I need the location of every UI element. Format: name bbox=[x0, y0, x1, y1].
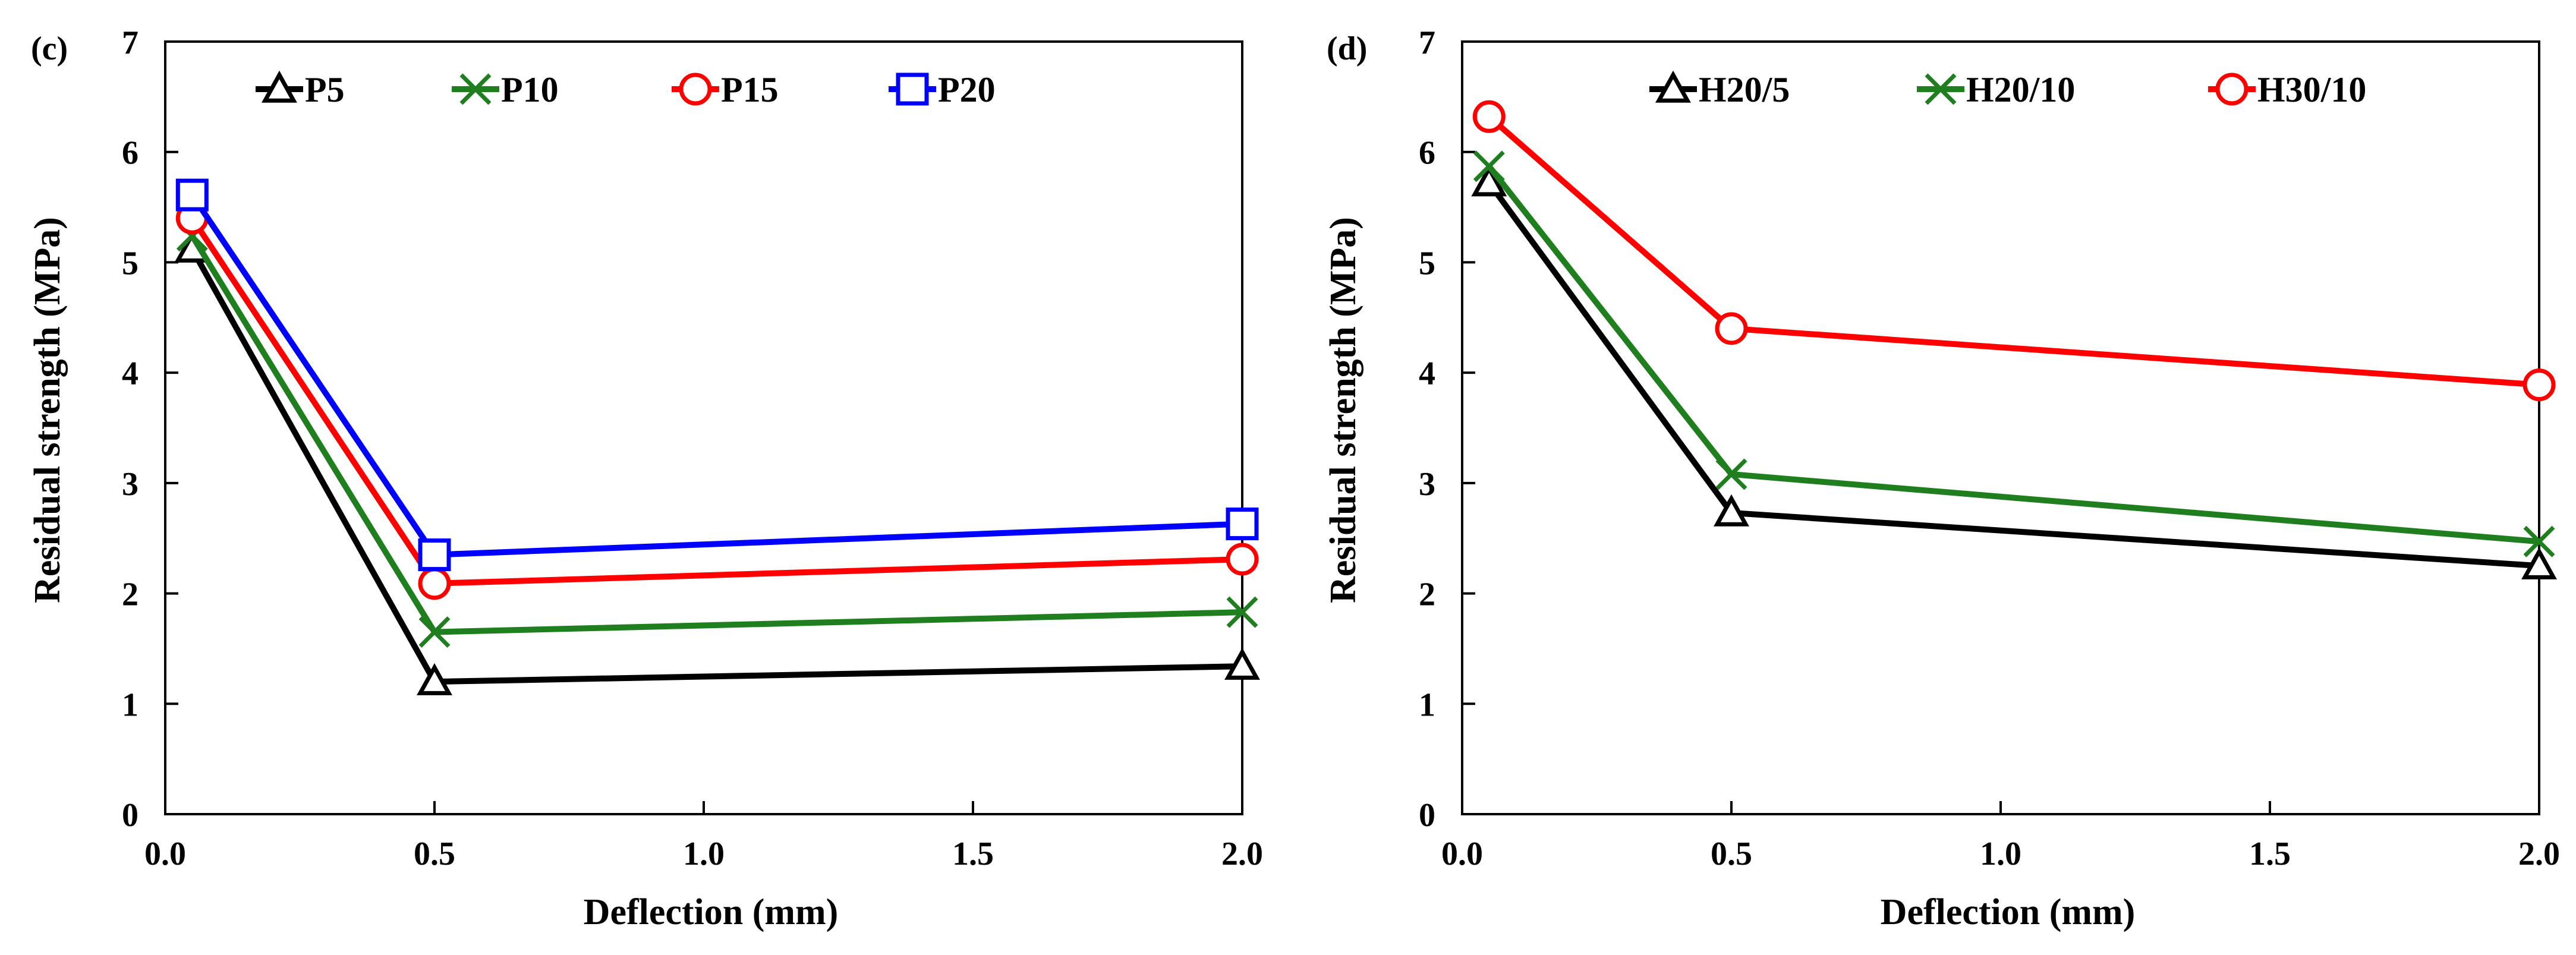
y-tick-label: 0 bbox=[1419, 797, 1435, 834]
legend-label: P10 bbox=[501, 70, 559, 109]
y-tick-label: 4 bbox=[122, 355, 138, 392]
data-point bbox=[2521, 547, 2557, 579]
data-point-stroke-b bbox=[418, 616, 451, 648]
y-tick-label: 2 bbox=[122, 576, 138, 613]
legend-entry: P20 bbox=[889, 70, 996, 109]
data-point bbox=[1471, 164, 1507, 197]
y-tick-label: 1 bbox=[122, 686, 138, 723]
data-point bbox=[1715, 312, 1748, 345]
x-tick-label: 1.0 bbox=[683, 836, 725, 872]
x-tick-label: 0.0 bbox=[1441, 836, 1483, 872]
legend-marker bbox=[2215, 73, 2249, 106]
data-point bbox=[1226, 596, 1258, 628]
x-tick-label: 1.5 bbox=[2249, 836, 2291, 872]
y-tick-label: 3 bbox=[122, 466, 138, 503]
data-point bbox=[418, 538, 451, 572]
series-h30-10 bbox=[1472, 100, 2556, 402]
data-point bbox=[1715, 458, 1747, 490]
series-p5 bbox=[174, 230, 1260, 695]
series-p20 bbox=[175, 178, 1259, 572]
legend-label: P15 bbox=[721, 70, 779, 109]
x-tick-label: 0.0 bbox=[144, 836, 186, 872]
series-line bbox=[1487, 164, 2540, 545]
x-tick-label: 1.0 bbox=[1980, 836, 2021, 872]
legend-label: P20 bbox=[938, 70, 996, 109]
legend-entry: H30/10 bbox=[2208, 70, 2366, 109]
data-point-stroke-b bbox=[1715, 458, 1747, 490]
legend-label: P5 bbox=[305, 70, 345, 109]
series-h20-5 bbox=[1471, 164, 2557, 579]
legend-marker-stroke-b bbox=[1925, 73, 1957, 105]
data-point-stroke-b bbox=[1473, 150, 1505, 182]
series-p15 bbox=[175, 201, 1259, 600]
series-p10 bbox=[176, 220, 1258, 648]
legend-marker bbox=[1925, 73, 1957, 105]
y-tick-label: 4 bbox=[1419, 355, 1435, 392]
y-axis-title: Residual strength (MPa) bbox=[1323, 217, 1363, 603]
legend-entry: H20/10 bbox=[1917, 70, 2075, 109]
chart-panel-d: (d) Deflection (mm) Residual strength (M… bbox=[1323, 24, 2560, 932]
plot-frame bbox=[1461, 40, 2540, 815]
series-line bbox=[1487, 114, 2540, 388]
plot-frame bbox=[164, 40, 1243, 815]
data-point bbox=[1224, 647, 1260, 680]
legend-marker bbox=[459, 73, 492, 105]
legend-entry: P15 bbox=[672, 70, 779, 109]
y-tick-label: 6 bbox=[122, 135, 138, 172]
y-tick-label: 2 bbox=[1419, 576, 1435, 613]
legend-entry: P10 bbox=[452, 70, 559, 109]
legend-marker bbox=[1655, 70, 1691, 103]
chart-panel-c: (c) Deflection (mm) Residual strength (M… bbox=[27, 24, 1263, 932]
y-tick-label: 7 bbox=[1419, 24, 1435, 61]
series-h20-10 bbox=[1473, 150, 2555, 557]
legend-entry: H20/5 bbox=[1649, 70, 1790, 109]
data-point bbox=[1714, 494, 1749, 527]
legend-marker bbox=[679, 73, 712, 106]
y-tick-label: 5 bbox=[1419, 245, 1435, 282]
x-axis-title: Deflection (mm) bbox=[1881, 892, 2136, 932]
data-point bbox=[1473, 150, 1505, 182]
legend-label: H30/10 bbox=[2257, 70, 2366, 109]
data-point bbox=[418, 567, 451, 600]
y-tick-label: 3 bbox=[1419, 466, 1435, 503]
data-point bbox=[418, 616, 451, 648]
legend-marker bbox=[896, 73, 929, 106]
legend-entry: P5 bbox=[256, 70, 345, 109]
y-tick-label: 0 bbox=[122, 797, 138, 834]
y-tick-label: 5 bbox=[122, 245, 138, 282]
legend-marker bbox=[262, 70, 297, 103]
data-point-stroke-b bbox=[2523, 525, 2555, 557]
y-tick-label: 7 bbox=[122, 24, 138, 61]
data-point bbox=[1472, 100, 1506, 133]
x-tick-label: 1.5 bbox=[952, 836, 994, 872]
x-axis-title: Deflection (mm) bbox=[584, 892, 839, 932]
panel-label: (c) bbox=[31, 30, 68, 67]
data-point bbox=[2523, 368, 2556, 402]
x-tick-label: 2.0 bbox=[1221, 836, 1263, 872]
legend-label: H20/10 bbox=[1966, 70, 2075, 109]
data-point-stroke-b bbox=[1226, 596, 1258, 628]
y-tick-label: 1 bbox=[1419, 686, 1435, 723]
panel-label: (d) bbox=[1327, 30, 1367, 67]
data-point bbox=[175, 178, 209, 212]
x-tick-label: 0.5 bbox=[414, 836, 455, 872]
data-point bbox=[417, 663, 452, 695]
y-axis-title: Residual strength (MPa) bbox=[27, 217, 68, 603]
x-tick-label: 2.0 bbox=[2518, 836, 2560, 872]
x-tick-label: 0.5 bbox=[1711, 836, 1752, 872]
series-line bbox=[190, 193, 1243, 558]
legend-label: H20/5 bbox=[1699, 70, 1790, 109]
data-point bbox=[1226, 543, 1259, 576]
data-point bbox=[2523, 525, 2555, 557]
y-tick-label: 6 bbox=[1419, 135, 1435, 172]
data-point bbox=[1226, 508, 1259, 541]
legend-marker-stroke-b bbox=[459, 73, 492, 105]
